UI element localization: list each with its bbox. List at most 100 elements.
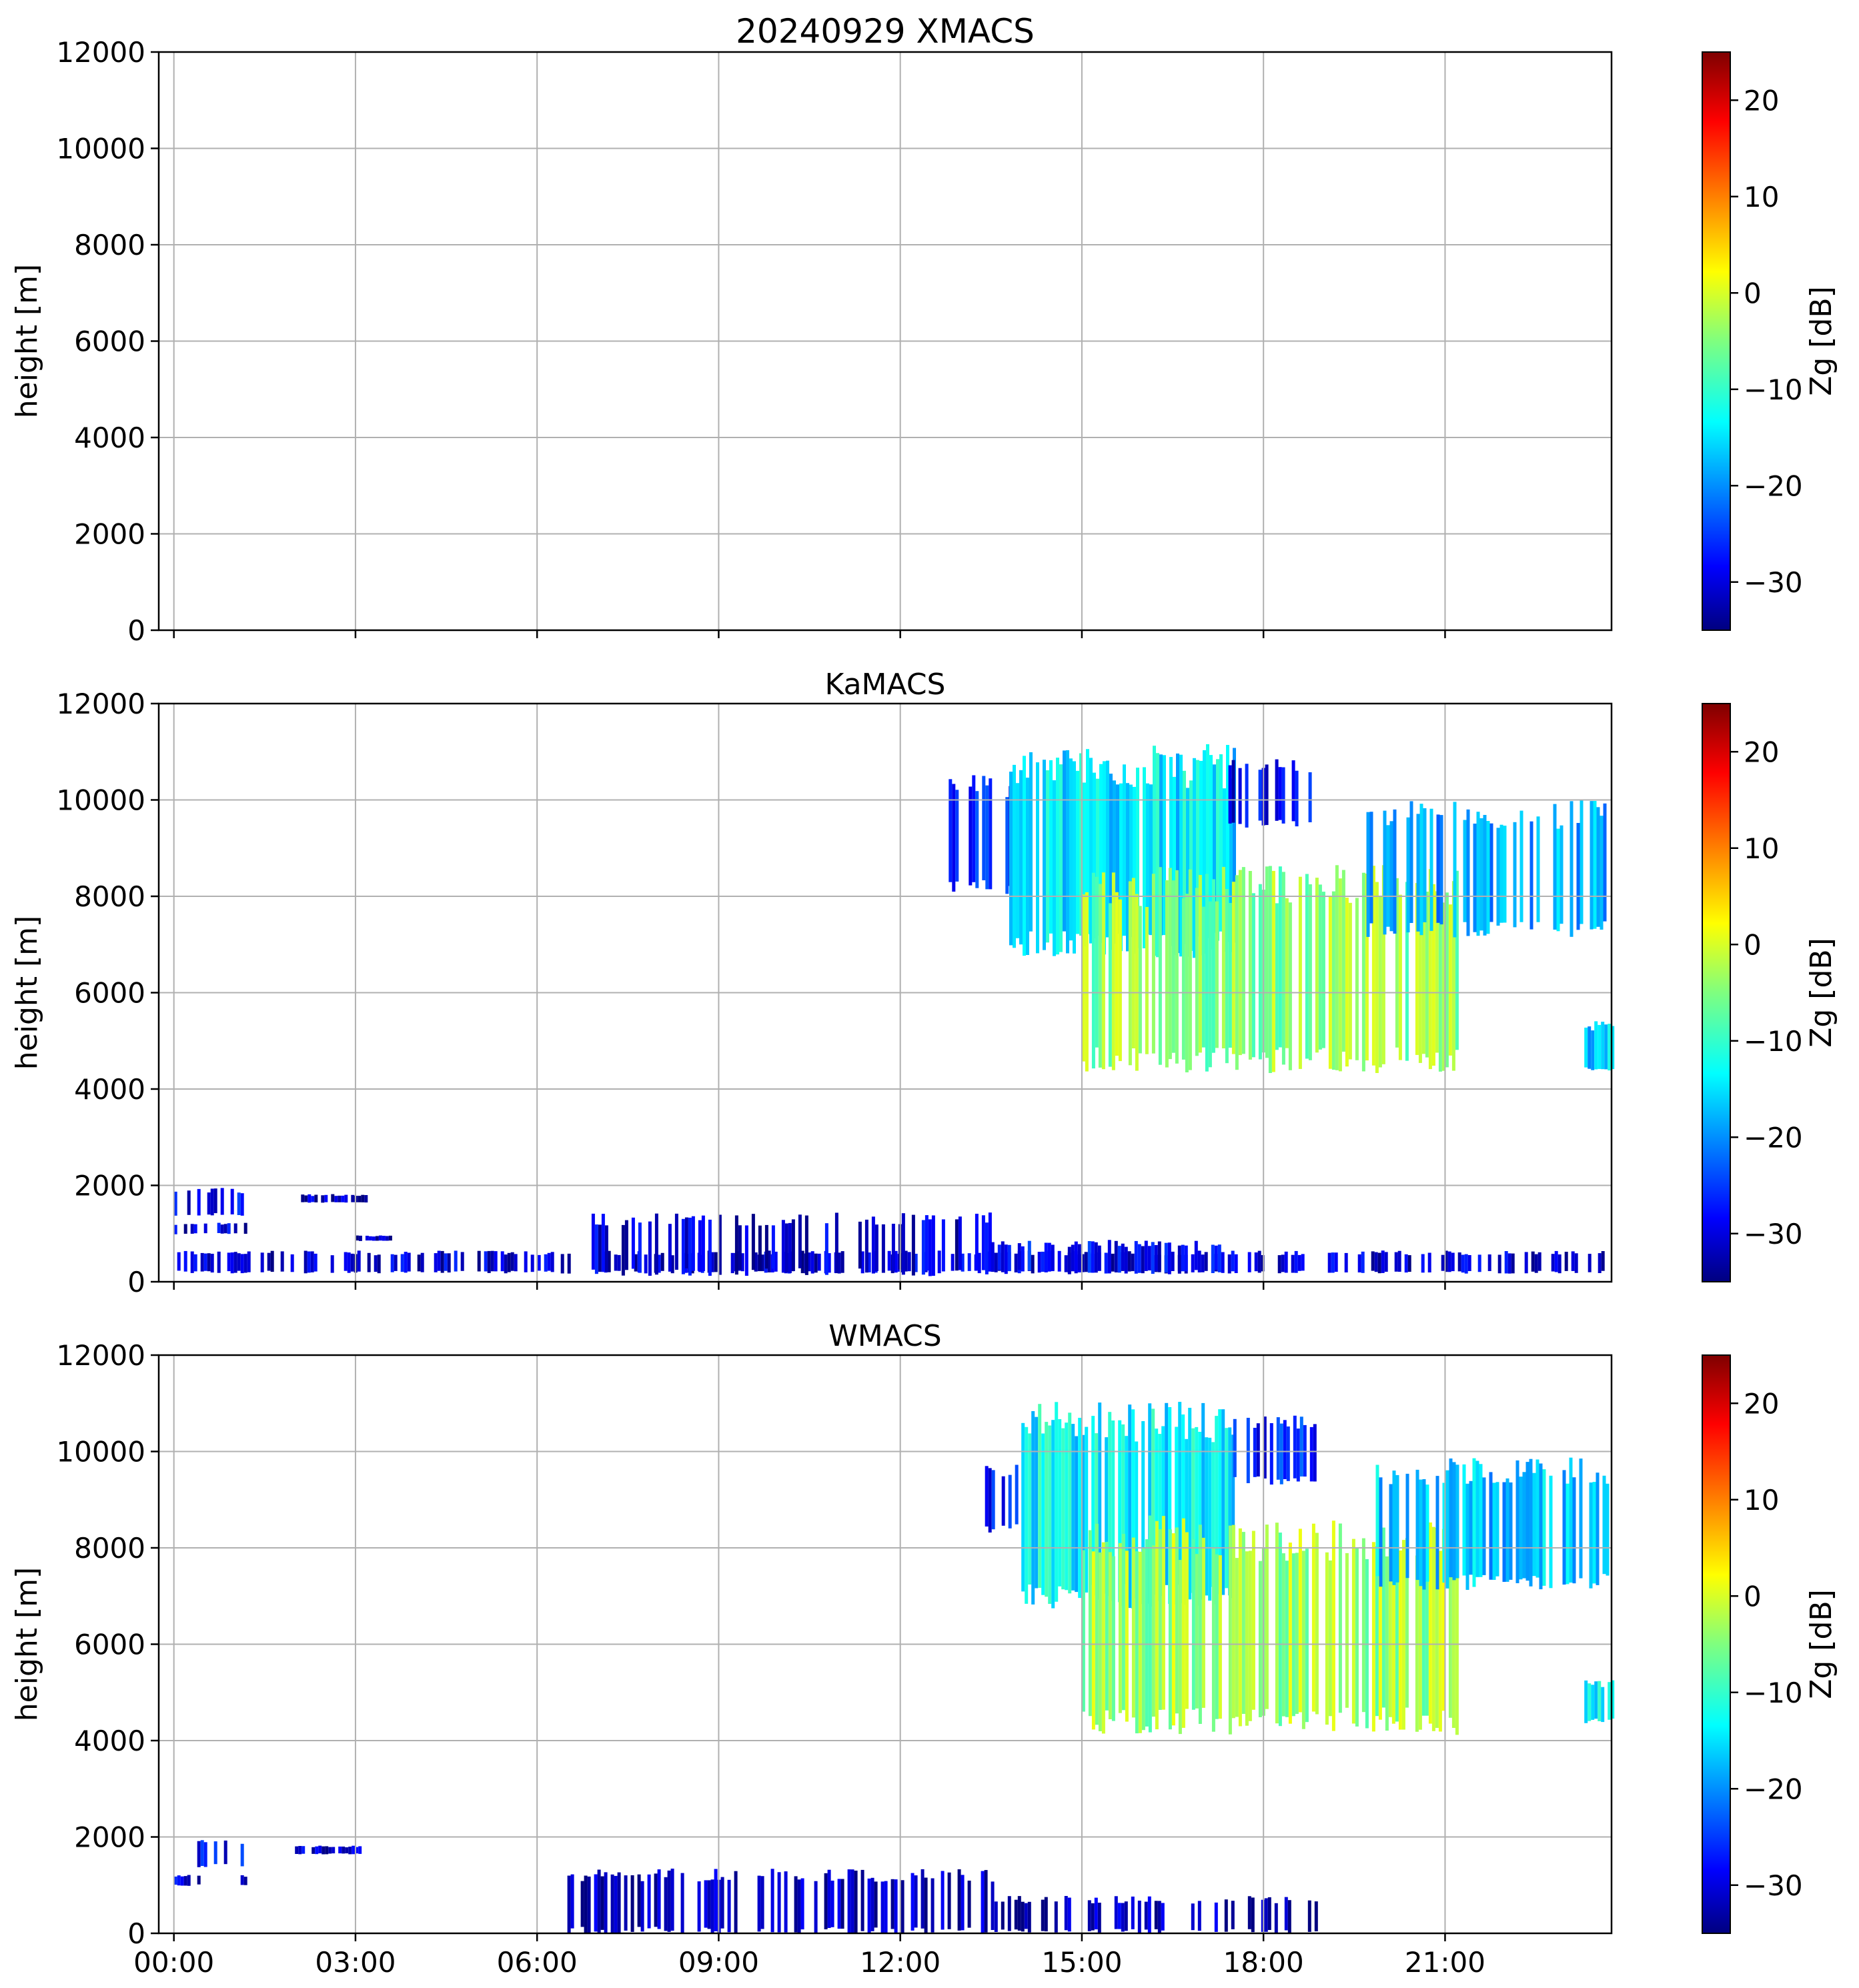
echo-streak [1594, 1681, 1598, 1719]
echo-streak [914, 1254, 918, 1272]
echo-streak [1345, 1553, 1349, 1708]
echo-streak [791, 1219, 795, 1271]
echo-streak [1406, 817, 1410, 933]
echo-streak [1286, 1426, 1290, 1481]
echo-streak [1131, 1253, 1135, 1272]
echo-streak [1048, 1425, 1052, 1604]
echo-streak [1188, 1408, 1192, 1600]
echo-streak [784, 1223, 788, 1272]
echo-streak [187, 1875, 191, 1886]
colorbar-tick-label: 0 [1744, 1580, 1762, 1613]
echo-streak [1442, 1482, 1446, 1583]
echo-streak [197, 1188, 201, 1216]
echo-streak [1602, 1475, 1606, 1575]
echo-streak [867, 1252, 871, 1272]
echo-streak [891, 1224, 895, 1271]
echo-streak [544, 1254, 548, 1272]
echo-streak [332, 1847, 336, 1854]
echo-streak [407, 1252, 411, 1272]
echo-streak [751, 1214, 755, 1270]
echo-streak [668, 1224, 672, 1272]
echo-streak [1233, 748, 1236, 943]
echo-streak [1221, 1409, 1225, 1595]
echo-streak [951, 1254, 955, 1271]
colorbar-gradient [1702, 51, 1731, 631]
echo-streak [1158, 1529, 1162, 1710]
x-tick-label: 21:00 [1405, 1946, 1485, 1979]
echo-streak [210, 1254, 214, 1273]
echo-streak [338, 1846, 342, 1854]
echo-streak [1063, 750, 1066, 932]
echo-streak [1191, 1254, 1195, 1272]
echo-streak [1165, 880, 1169, 1068]
echo-streak [1499, 824, 1503, 923]
echo-streak [881, 1224, 885, 1273]
echo-streak [1184, 1245, 1188, 1272]
echo-streak [1108, 1412, 1112, 1597]
echo-streak [434, 1253, 438, 1272]
echo-streak [1606, 1483, 1610, 1576]
echo-streak [1146, 783, 1149, 935]
echo-streak [601, 1214, 605, 1272]
echo-streak [884, 1881, 888, 1933]
echo-streak [814, 1881, 818, 1933]
echo-streak [227, 1223, 231, 1234]
echo-streak [1455, 1520, 1459, 1735]
echo-streak [1405, 1473, 1409, 1579]
echo-streak [1128, 881, 1132, 1066]
echo-streak [1598, 1681, 1602, 1721]
echo-streak [591, 1213, 595, 1270]
echo-streak [1429, 808, 1433, 931]
echo-streak [207, 1253, 211, 1272]
echo-streak [1381, 865, 1385, 1064]
echo-streak [217, 1251, 221, 1273]
echo-streak [1031, 1254, 1035, 1274]
echo-streak [1401, 1540, 1405, 1730]
echo-streak [1477, 1254, 1481, 1272]
echo-streak [1258, 770, 1262, 821]
echo-streak [437, 1250, 441, 1271]
echo-streak [1191, 1903, 1195, 1931]
echo-streak [1148, 1515, 1152, 1733]
echo-streak [817, 1253, 821, 1271]
echo-streak [1245, 764, 1249, 828]
echo-streak [1365, 874, 1369, 1061]
echo-streak [997, 1244, 1001, 1270]
echo-streak [1328, 1560, 1332, 1717]
echo-streak [794, 1876, 798, 1933]
echo-streak [1551, 1254, 1555, 1272]
echo-streak [760, 1254, 764, 1272]
echo-streak [193, 1254, 197, 1272]
echo-streak [1536, 816, 1540, 922]
echo-streak [1269, 1423, 1273, 1485]
echo-streak [1423, 808, 1427, 922]
echo-streak [1111, 1420, 1115, 1601]
echo-streak [1291, 1553, 1295, 1717]
echo-streak [193, 1224, 197, 1234]
echo-streak [1157, 1901, 1161, 1933]
echo-streak [1047, 1242, 1051, 1272]
echo-streak [1314, 1901, 1318, 1931]
echo-streak [1131, 1537, 1135, 1718]
echo-streak [1268, 866, 1272, 1073]
colorbar-tick-label: −20 [1744, 1121, 1803, 1154]
y-tick-label: 2000 [74, 518, 145, 551]
echo-streak [213, 1188, 217, 1214]
echo-streak [1198, 875, 1202, 1053]
echo-streak [223, 1224, 227, 1234]
echo-streak [744, 1225, 748, 1276]
echo-streak [1483, 815, 1487, 936]
echo-streak [1274, 1903, 1278, 1933]
echo-streak [1194, 1240, 1198, 1270]
echo-streak [1588, 1683, 1592, 1721]
echo-streak [1427, 1252, 1431, 1272]
echo-streak [738, 1225, 742, 1270]
echo-streak [1371, 866, 1375, 1066]
echo-streak [614, 1254, 618, 1271]
echo-streak [1288, 902, 1292, 1070]
echo-streak [1421, 1254, 1425, 1273]
echo-streak [975, 791, 979, 888]
echo-streak [660, 1252, 664, 1271]
echo-streak [1208, 1437, 1212, 1601]
echo-streak [537, 1254, 541, 1271]
